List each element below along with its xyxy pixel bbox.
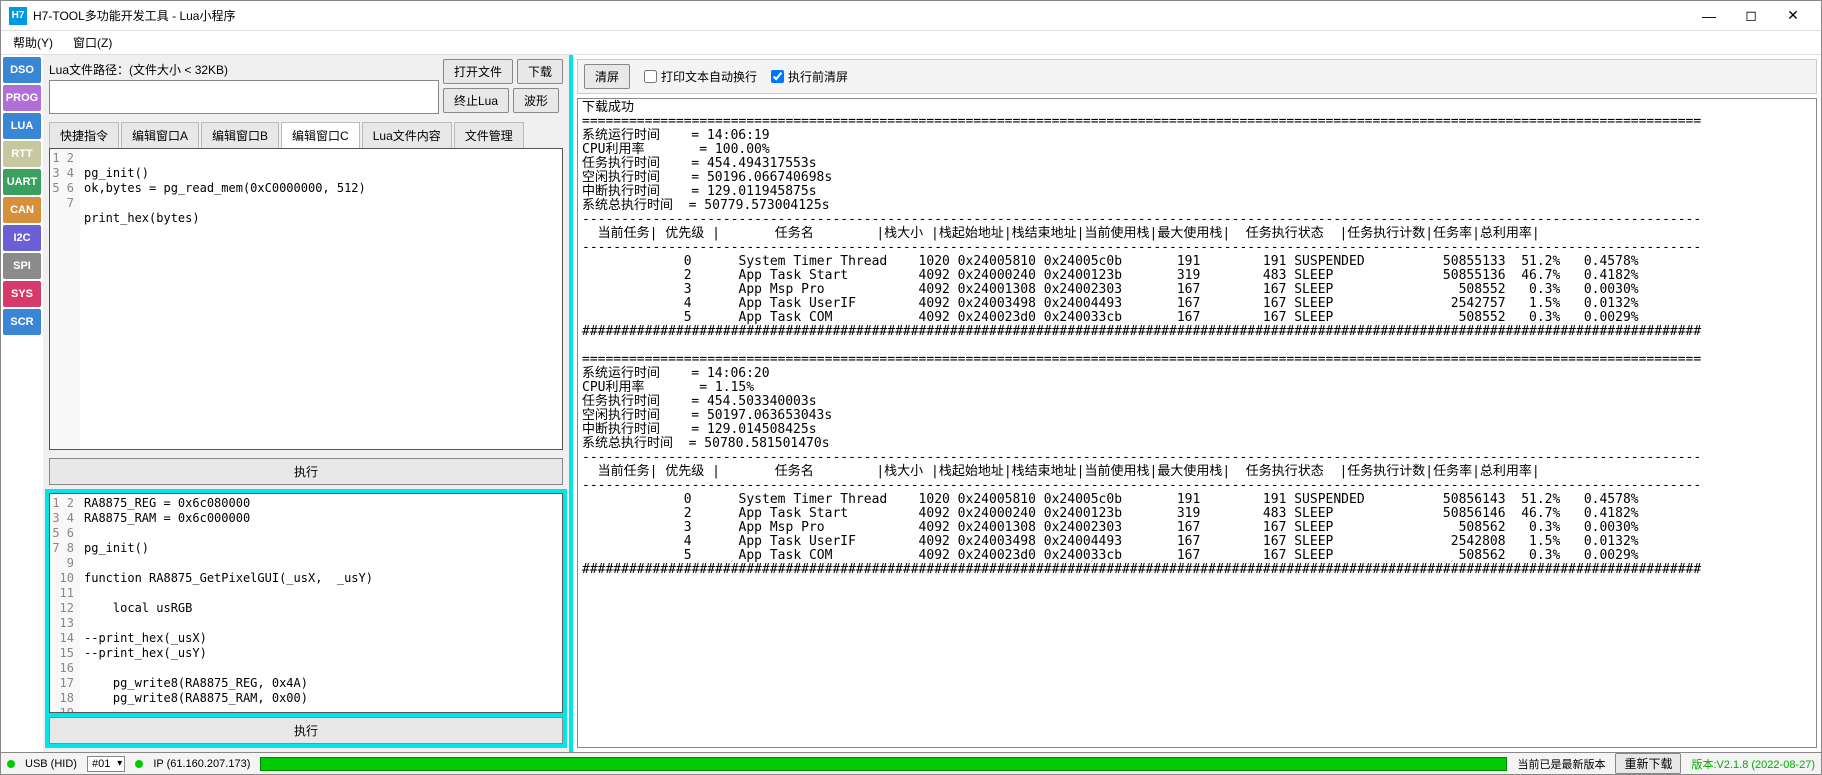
- open-file-button[interactable]: 打开文件: [443, 59, 513, 84]
- file-path-label: Lua文件路径：(文件大小 < 32KB): [49, 59, 439, 78]
- maximize-button[interactable]: ◻: [1731, 2, 1771, 30]
- execute-top-button[interactable]: 执行: [49, 458, 563, 485]
- execute-bottom-button[interactable]: 执行: [49, 717, 563, 744]
- sidebar-item-prog[interactable]: PROG: [3, 85, 41, 111]
- close-button[interactable]: ✕: [1773, 2, 1813, 30]
- menu-window[interactable]: 窗口(Z): [69, 32, 116, 53]
- body: DSOPROGLUARTTUARTCANI2CSPISYSSCR Lua文件路径…: [1, 55, 1821, 752]
- pre-clear-label: 执行前清屏: [788, 68, 848, 85]
- pre-clear-input[interactable]: [771, 70, 784, 83]
- tab-4[interactable]: Lua文件内容: [362, 122, 452, 148]
- app-window: H7 H7-TOOL多功能开发工具 - Lua小程序 — ◻ ✕ 帮助(Y) 窗…: [0, 0, 1822, 775]
- auto-wrap-input[interactable]: [644, 70, 657, 83]
- sidebar-item-can[interactable]: CAN: [3, 197, 41, 223]
- sidebar-item-lua[interactable]: LUA: [3, 113, 41, 139]
- main: Lua文件路径：(文件大小 < 32KB) 打开文件 下载 终止Lua 波形: [43, 55, 1821, 752]
- sidebar-item-uart[interactable]: UART: [3, 169, 41, 195]
- console-toolbar: 清屏 打印文本自动换行 执行前清屏: [577, 59, 1817, 94]
- code-bottom[interactable]: RA8875_REG = 0x6c080000 RA8875_RAM = 0x6…: [80, 494, 562, 712]
- download-button[interactable]: 下载: [517, 59, 563, 84]
- gutter: 1 2 3 4 5 6 7 8 9 10 11 12 13 14 15 16 1…: [50, 494, 80, 712]
- sidebar-item-scr[interactable]: SCR: [3, 309, 41, 335]
- titlebar: H7 H7-TOOL多功能开发工具 - Lua小程序 — ◻ ✕: [1, 1, 1821, 31]
- menubar: 帮助(Y) 窗口(Z): [1, 31, 1821, 55]
- usb-status-label: USB (HID): [25, 758, 77, 770]
- redownload-button[interactable]: 重新下载: [1615, 753, 1681, 774]
- right-pane: 清屏 打印文本自动换行 执行前清屏 下载成功 =================…: [573, 55, 1821, 752]
- version-label: 版本:V2.1.8 (2022-08-27): [1691, 756, 1815, 772]
- usb-status-dot: [7, 760, 15, 768]
- sidebar-item-sys[interactable]: SYS: [3, 281, 41, 307]
- ip-status-label: IP (61.160.207.173): [153, 758, 250, 770]
- app-icon: H7: [9, 7, 27, 25]
- code-top[interactable]: pg_init() ok,bytes = pg_read_mem(0xC0000…: [80, 149, 562, 449]
- editor-bottom: 1 2 3 4 5 6 7 8 9 10 11 12 13 14 15 16 1…: [49, 493, 563, 713]
- statusbar: USB (HID) #01 IP (61.160.207.173) 当前已是最新…: [1, 752, 1821, 774]
- sidebar-item-i2c[interactable]: I2C: [3, 225, 41, 251]
- console-output[interactable]: 下载成功 ===================================…: [577, 98, 1817, 748]
- left-pane: Lua文件路径：(文件大小 < 32KB) 打开文件 下载 终止Lua 波形: [43, 55, 573, 752]
- sidebar-item-rtt[interactable]: RTT: [3, 141, 41, 167]
- editor-bottom-block: 1 2 3 4 5 6 7 8 9 10 11 12 13 14 15 16 1…: [45, 489, 567, 748]
- file-row: Lua文件路径：(文件大小 < 32KB) 打开文件 下载 终止Lua 波形: [43, 55, 569, 118]
- sidebar-item-spi[interactable]: SPI: [3, 253, 41, 279]
- progress-bar: [260, 757, 1507, 771]
- tab-0[interactable]: 快捷指令: [49, 122, 119, 148]
- gutter: 1 2 3 4 5 6 7: [50, 149, 80, 449]
- editor-top: 1 2 3 4 5 6 7 pg_init() ok,bytes = pg_re…: [49, 148, 563, 450]
- file-path-input[interactable]: [49, 80, 439, 114]
- file-buttons: 打开文件 下载 终止Lua 波形: [443, 59, 563, 113]
- clear-button[interactable]: 清屏: [584, 64, 630, 89]
- tab-1[interactable]: 编辑窗口A: [121, 122, 199, 148]
- menu-help[interactable]: 帮助(Y): [9, 32, 57, 53]
- auto-wrap-label: 打印文本自动换行: [661, 68, 757, 85]
- window-title: H7-TOOL多功能开发工具 - Lua小程序: [33, 7, 1689, 24]
- ip-status-dot: [135, 760, 143, 768]
- wave-button[interactable]: 波形: [513, 88, 559, 113]
- tab-5[interactable]: 文件管理: [454, 122, 524, 148]
- port-selector[interactable]: #01: [87, 756, 125, 772]
- minimize-button[interactable]: —: [1689, 2, 1729, 30]
- stop-lua-button[interactable]: 终止Lua: [443, 88, 509, 113]
- tab-2[interactable]: 编辑窗口B: [201, 122, 279, 148]
- auto-wrap-checkbox[interactable]: 打印文本自动换行: [644, 68, 757, 85]
- tabs: 快捷指令编辑窗口A编辑窗口B编辑窗口CLua文件内容文件管理: [43, 118, 569, 148]
- sidebar-item-dso[interactable]: DSO: [3, 57, 41, 83]
- pre-clear-checkbox[interactable]: 执行前清屏: [771, 68, 848, 85]
- window-controls: — ◻ ✕: [1689, 2, 1813, 30]
- latest-version-label: 当前已是最新版本: [1517, 756, 1605, 772]
- tab-3[interactable]: 编辑窗口C: [281, 122, 360, 148]
- sidebar: DSOPROGLUARTTUARTCANI2CSPISYSSCR: [1, 55, 43, 752]
